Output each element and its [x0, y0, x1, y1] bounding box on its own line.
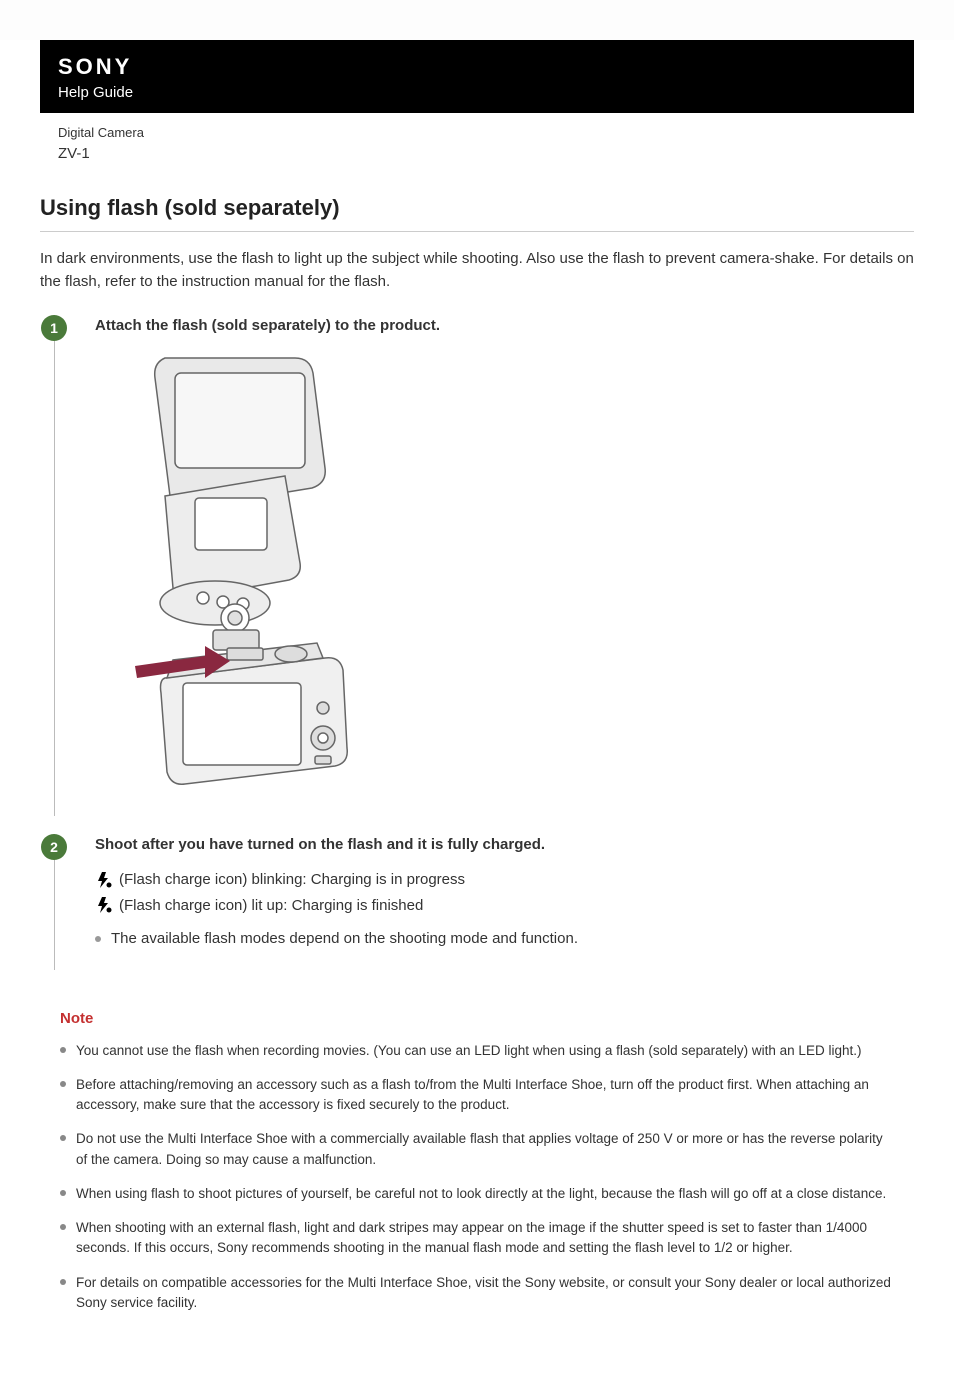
page-title: Using flash (sold separately) [40, 195, 914, 221]
flash-modes-note: The available flash modes depend on the … [95, 926, 914, 952]
step-number-1: 1 [41, 315, 67, 341]
note-item: For details on compatible accessories fo… [60, 1273, 894, 1314]
note-list: You cannot use the flash when recording … [60, 1041, 894, 1314]
step-2: 2 Shoot after you have turned on the fla… [54, 834, 914, 970]
flash-charge-icon [95, 871, 113, 889]
page-container: SONY Help Guide Digital Camera ZV-1 Usin… [0, 40, 954, 1390]
note-item: Do not use the Multi Interface Shoe with… [60, 1129, 894, 1170]
note-item: Before attaching/removing an accessory s… [60, 1075, 894, 1116]
note-item: When shooting with an external flash, li… [60, 1218, 894, 1259]
step-1-heading: Attach the flash (sold separately) to th… [95, 315, 914, 336]
note-item: You cannot use the flash when recording … [60, 1041, 894, 1061]
flash-lit-text: (Flash charge icon) lit up: Charging is … [119, 893, 423, 919]
flash-charge-icon [95, 896, 113, 914]
title-rule [40, 231, 914, 232]
step-1: 1 Attach the flash (sold separately) to … [54, 315, 914, 816]
brand-logo: SONY [58, 54, 896, 80]
step-2-heading: Shoot after you have turned on the flash… [95, 834, 914, 855]
flash-status-blinking: (Flash charge icon) blinking: Charging i… [95, 867, 914, 893]
intro-text: In dark environments, use the flash to l… [40, 248, 914, 293]
help-guide-label: Help Guide [58, 84, 896, 101]
step-number-2: 2 [41, 834, 67, 860]
product-info: Digital Camera ZV-1 [40, 113, 914, 171]
note-item: When using flash to shoot pictures of yo… [60, 1184, 894, 1204]
flash-attach-illustration [95, 348, 914, 788]
product-model: ZV-1 [58, 143, 896, 166]
content-area: Using flash (sold separately) In dark en… [0, 171, 954, 1367]
flash-status-lit: (Flash charge icon) lit up: Charging is … [95, 893, 914, 919]
product-category: Digital Camera [58, 123, 896, 143]
brand-header: SONY Help Guide [40, 40, 914, 113]
note-section: Note You cannot use the flash when recor… [40, 1010, 914, 1314]
note-title: Note [60, 1010, 894, 1027]
flash-blinking-text: (Flash charge icon) blinking: Charging i… [119, 867, 465, 893]
